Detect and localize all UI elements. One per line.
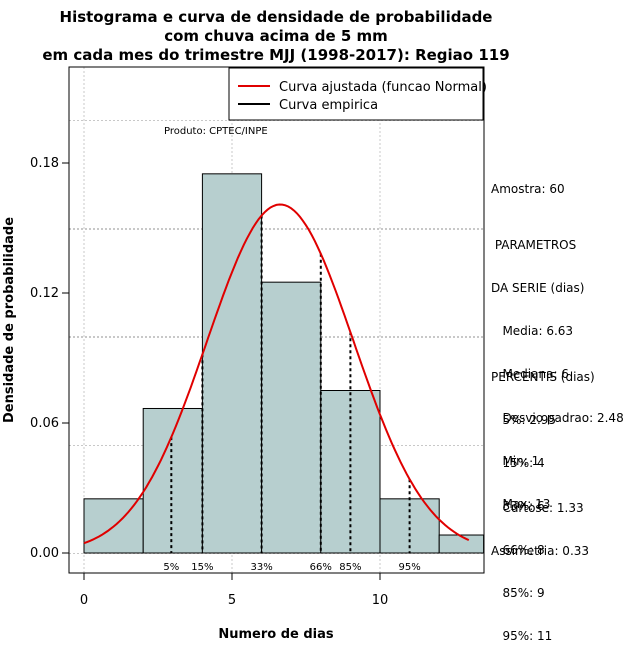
x-tick-label: 0 <box>80 593 88 608</box>
legend-label-empirical: Curva empirica <box>279 98 378 113</box>
percentile-label: 66% <box>310 562 332 573</box>
y-tick-label: 0.18 <box>30 156 59 171</box>
plot-frame <box>68 66 485 574</box>
y-tick-label: 0.00 <box>30 546 59 561</box>
kurtosis: Curtose: 1.33 <box>491 500 584 515</box>
percentiles-line: 66%: 8 <box>491 542 545 557</box>
parameters-line: Min: 1 <box>491 453 540 468</box>
percentiles-line: 95%: 11 <box>491 629 553 644</box>
histogram-bar <box>201 173 263 554</box>
legend: Curva ajustada (funcao Normal) Curva emp… <box>228 67 487 121</box>
percentiles-panel: PERCENTIS (dias) 5%: 2.95 15%: 4 33%: 6 … <box>491 341 595 658</box>
parameters-line: Mediana: 6 <box>491 367 569 382</box>
parameters-line: Desvio padrao: 2.48 <box>491 410 624 425</box>
percentiles-line: 5%: 2.95 <box>491 413 557 428</box>
normal-fit-curve <box>83 203 470 545</box>
y-tick-label: 0.06 <box>30 416 59 431</box>
skewness: Assimetria: 0.33 <box>491 544 590 559</box>
percentiles-line: 85%: 9 <box>491 585 545 600</box>
histogram-bar <box>142 407 203 554</box>
histogram-bar <box>261 281 322 554</box>
parameters-title: PARAMETROS <box>491 237 577 252</box>
x-tick-label: 5 <box>228 593 236 608</box>
series-parameters: PARAMETROS DA SERIE (dias) Media: 6.63 M… <box>491 209 624 526</box>
x-axis-label: Numero de dias <box>218 627 334 642</box>
y-axis-label: Densidade de probabilidade <box>2 217 17 423</box>
percentile-label: 15% <box>191 562 213 573</box>
percentiles-line: PERCENTIS (dias) <box>491 369 595 384</box>
percentile-label: 95% <box>398 562 420 573</box>
legend-label-fit: Curva ajustada (funcao Normal) <box>279 80 487 95</box>
chart-title: Histograma e curva de densidade de proba… <box>42 8 509 64</box>
shape-statistics: Curtose: 1.33 Assimetria: 0.33 <box>491 472 589 573</box>
chart-title-line-3: em cada mes do trimestre MJJ (1998-2017)… <box>42 46 509 64</box>
percentile-lines: 5% 15% 33% 66% 85% 95% <box>163 215 421 573</box>
legend-box <box>228 67 484 121</box>
parameters-line: Max: 13 <box>491 497 551 512</box>
parameters-line: Media: 6.63 <box>491 324 574 339</box>
axes: 0 5 10 0.00 0.06 0.12 0.18 <box>30 156 388 608</box>
percentiles-line: 15%: 4 <box>491 456 545 471</box>
percentile-label: 85% <box>339 562 361 573</box>
chart-title-line-1: Histograma e curva de densidade de proba… <box>60 8 493 26</box>
histogram-bar <box>438 534 485 554</box>
histogram-bars <box>83 173 485 554</box>
percentiles-line: 33%: 6 <box>491 499 545 514</box>
parameters-line: DA SERIE (dias) <box>491 281 585 296</box>
y-tick-label: 0.12 <box>30 286 59 301</box>
histogram-bar <box>379 498 440 554</box>
chart-title-line-2: com chuva acima de 5 mm <box>164 27 388 45</box>
percentile-label: 5% <box>163 562 179 573</box>
product-annotation: Produto: CPTEC/INPE <box>164 126 268 137</box>
sample-size: Amostra: 60 <box>491 182 565 196</box>
x-tick-label: 10 <box>372 593 389 608</box>
percentile-label: 33% <box>250 562 272 573</box>
